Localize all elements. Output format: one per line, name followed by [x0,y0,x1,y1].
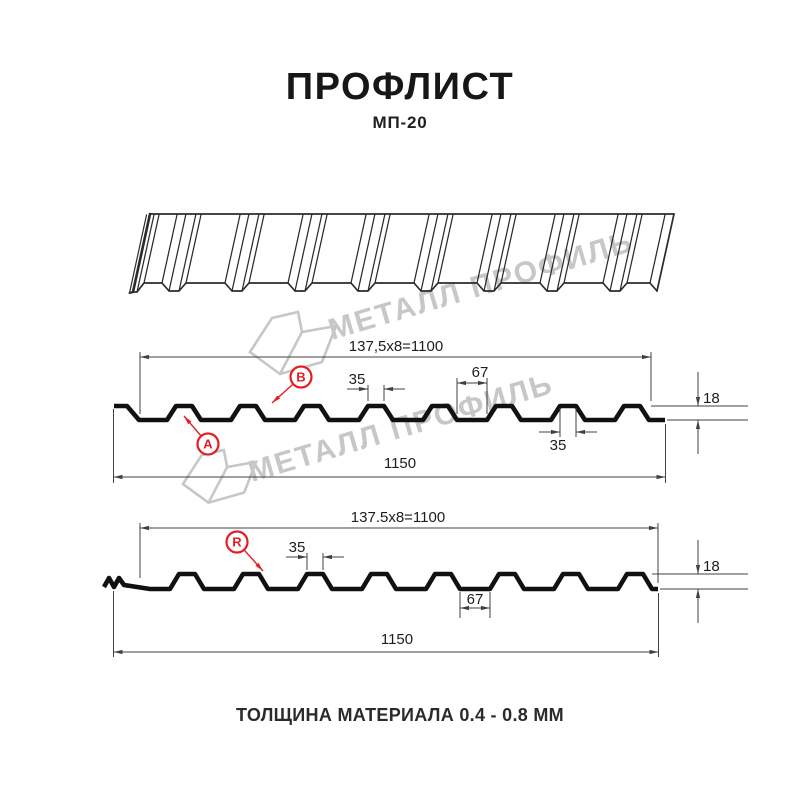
rib-fold-line [357,213,376,292]
arrowhead [272,395,281,403]
arrowhead [298,554,307,560]
dim-rib-height: 18 [703,390,720,407]
marker-a-letter: A [203,437,213,452]
rib-fold-line [161,213,178,284]
sheet-cut-edge-right [656,213,675,292]
rib-fold-line [602,213,619,284]
rib-fold-line [136,213,155,293]
dim-overall-width: 1150 [381,631,413,648]
perspective-sheet [128,212,675,294]
arrowhead [642,354,651,360]
arrowhead [695,420,701,429]
arrowhead [113,474,123,480]
arrowhead [323,554,332,560]
rib-fold-line [556,213,575,292]
arrowhead [695,397,701,406]
marker-r-letter: R [232,535,242,550]
profile-diagram-ab: 137,5x8=1100 35 67 18 35 1150 B A [113,338,748,483]
rib-fold-line [350,213,367,284]
material-thickness-note: ТОЛЩИНА МАТЕРИАЛА 0.4 - 0.8 ММ [236,705,564,725]
rib-fold-line [437,213,454,284]
arrowhead [359,386,368,392]
rib-fold-line [168,213,187,292]
dim-crest-top: 35 [289,539,306,556]
arrowhead [695,589,701,598]
rib-fold-line [287,213,304,284]
rib-fold-line [500,213,517,284]
profile-outline [114,403,665,423]
rib-fold-line [539,213,556,284]
arrowhead [695,565,701,574]
rib-fold-line [420,213,439,292]
arrowhead [140,525,149,531]
rib-fold-line [483,213,502,292]
rib-fold-line [224,213,241,284]
rib-fold-line [178,213,197,292]
arrowhead [478,380,487,386]
rib-fold-line [241,213,260,292]
arrowhead [255,562,263,571]
dim-crest-bottom: 35 [550,437,567,454]
rib-fold-line [304,213,323,292]
rib-fold-line [248,213,265,284]
dim-valley-width: 67 [472,364,489,381]
rib-fold-line [563,213,580,284]
dim-top-pitch: 137.5x8=1100 [351,509,445,526]
rib-fold-line [231,213,250,292]
marker-a-circle [196,432,220,456]
arrowhead [481,605,490,611]
rib-fold-line [619,213,638,292]
rib-fold-line [626,213,643,284]
product-model-label: МП-20 [372,113,428,132]
arrowhead [649,525,658,531]
rib-fold-line [546,213,565,292]
rib-fold-line [367,213,386,292]
watermark-top: МЕТАЛЛ ПРОФИЛЬ [248,225,637,376]
arrowhead [656,474,666,480]
rib-fold-line [476,213,493,284]
rib-fold-line [143,213,160,284]
sheet-cut-edge-left [131,212,152,294]
arrowhead [551,429,560,435]
arrowhead [576,429,585,435]
marker-b-circle [289,365,313,389]
rib-fold-line [374,213,391,284]
brand-logo-outline [248,310,339,376]
profile-outline [101,571,658,592]
rib-fold-line [294,213,313,292]
sheet-front-edge [132,282,658,293]
rib-fold-line [430,213,449,292]
dim-valley-width: 67 [467,591,484,608]
arrowhead [460,605,469,611]
rib-fold-line [649,213,666,284]
arrowhead [384,386,393,392]
sheet-thickness-line [128,214,148,294]
rib-fold-line [609,213,628,292]
rib-fold-line [413,213,430,284]
rib-fold-line [493,213,512,292]
dim-top-pitch: 137,5x8=1100 [349,338,443,355]
page-title: ПРОФЛИСТ [285,66,515,108]
arrowhead [649,649,659,655]
dim-crest-top: 35 [349,371,366,388]
marker-b-letter: B [296,370,305,385]
arrowhead [184,416,192,425]
rib-fold-line [311,213,328,284]
dim-overall-width: 1150 [384,455,416,472]
rib-fold-line [185,213,202,284]
profile-diagram-r: 137.5x8=1100 35 67 18 1150 R [101,509,748,657]
arrowhead [113,649,123,655]
watermark-bottom: МЕТАЛЛ ПРОФИЛЬ [181,367,557,505]
sheet-thickness-line [128,291,134,294]
marker-r-circle [225,530,249,554]
arrowhead [140,354,149,360]
dim-rib-height: 18 [703,558,720,575]
arrowhead [457,380,466,386]
